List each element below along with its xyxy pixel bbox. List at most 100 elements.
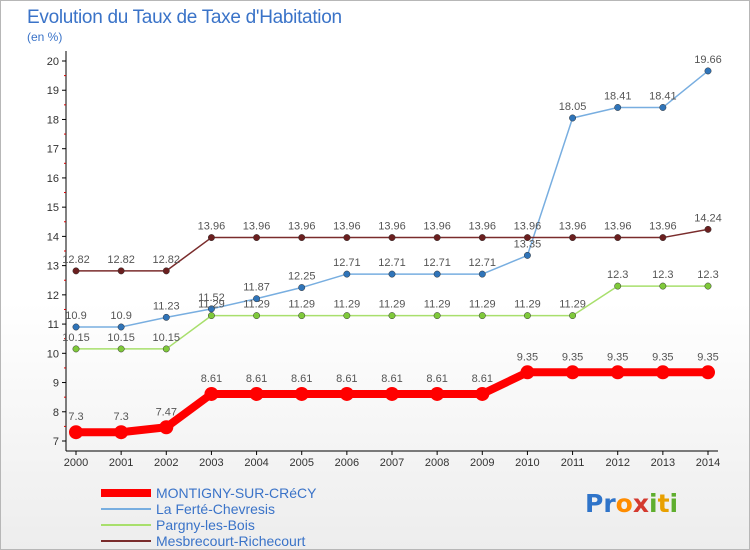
x-tick-label: 2009 (470, 457, 494, 469)
legend-label: Pargny-les-Bois (156, 517, 255, 533)
data-point (388, 234, 396, 242)
y-tick-label: 17 (47, 144, 59, 156)
y-tick-label: 19 (47, 85, 59, 97)
data-point (249, 386, 264, 401)
data-point (117, 267, 125, 275)
data-label: 9.35 (517, 351, 538, 363)
data-label: 8.61 (426, 373, 447, 385)
data-label: 8.61 (246, 373, 267, 385)
x-tick-label: 2003 (199, 457, 223, 469)
x-tick-label: 2000 (64, 457, 88, 469)
data-point (701, 365, 715, 380)
data-point (610, 365, 625, 380)
data-point (704, 225, 712, 233)
data-label: 11.87 (243, 282, 270, 294)
data-label: 11.29 (559, 299, 586, 311)
data-point (614, 234, 622, 242)
data-point (614, 104, 622, 111)
data-point (478, 270, 486, 278)
data-label: 13.96 (423, 221, 451, 233)
data-point (343, 270, 351, 278)
data-point (523, 251, 531, 259)
y-tick-label: 8 (53, 407, 59, 419)
data-point (207, 312, 215, 320)
data-point (655, 365, 670, 380)
data-label: 13.96 (559, 221, 587, 233)
data-point (523, 312, 531, 320)
y-tick-label: 7 (53, 436, 59, 448)
legend-label: Mesbrecourt-Richecourt (156, 533, 306, 549)
x-tick-label: 2006 (335, 457, 359, 469)
data-label: 12.71 (378, 257, 406, 269)
x-tick-label: 2010 (515, 457, 539, 469)
data-point (433, 270, 441, 278)
data-point (72, 267, 80, 275)
data-point (294, 386, 309, 401)
data-label: 9.35 (562, 351, 583, 363)
data-label: 13.96 (649, 221, 677, 233)
data-point (72, 323, 80, 331)
data-point (704, 67, 712, 75)
data-point (388, 312, 396, 320)
data-label: 11.29 (198, 299, 225, 311)
logo-letter: i (669, 489, 679, 518)
data-label: 11.52 (198, 292, 225, 304)
data-point (569, 312, 577, 320)
data-label: 12.82 (62, 254, 90, 266)
x-tick-label: 2013 (651, 457, 675, 469)
data-point (298, 284, 306, 291)
data-label: 8.61 (201, 373, 222, 385)
data-label: 18.41 (604, 90, 632, 102)
data-point (204, 386, 219, 401)
data-label: 13.35 (514, 238, 542, 250)
data-label: 10.9 (65, 310, 86, 322)
data-point (385, 386, 399, 401)
data-point (117, 345, 125, 353)
data-point (162, 267, 170, 275)
data-point (433, 234, 441, 242)
data-point (430, 386, 445, 401)
legend-label: La Ferté-Chevresis (156, 501, 276, 517)
data-label: 11.29 (333, 299, 360, 311)
data-label: 10.15 (62, 332, 90, 344)
data-label: 12.71 (333, 257, 361, 269)
y-tick-label: 10 (47, 348, 59, 360)
data-label: 11.23 (153, 300, 180, 312)
data-label: 13.96 (469, 221, 497, 233)
data-label: 12.3 (652, 269, 673, 281)
data-point (659, 234, 667, 242)
data-point (659, 282, 667, 290)
legend-swatch (101, 540, 151, 542)
data-point (298, 312, 306, 320)
data-label: 7.3 (113, 411, 128, 423)
data-point (114, 425, 129, 440)
data-label: 11.29 (243, 299, 270, 311)
data-label: 8.61 (336, 373, 357, 385)
data-point (253, 295, 261, 303)
y-tick-label: 9 (53, 378, 59, 390)
data-point (343, 234, 351, 242)
data-point (339, 386, 354, 401)
y-tick-label: 13 (47, 261, 59, 273)
data-label: 8.61 (472, 373, 493, 385)
data-label: 12.25 (288, 271, 316, 283)
data-point (253, 234, 261, 242)
y-tick-label: 14 (47, 231, 59, 243)
data-label: 13.96 (243, 221, 271, 233)
data-label: 13.96 (378, 221, 406, 233)
data-label: 10.15 (153, 332, 181, 344)
y-tick-label: 12 (47, 290, 59, 302)
y-tick-label: 18 (47, 114, 59, 126)
data-label: 19.66 (694, 54, 722, 66)
data-label: 8.61 (381, 373, 402, 385)
data-label: 9.35 (607, 351, 628, 363)
data-label: 11.29 (514, 299, 541, 311)
logo-letter: x (632, 489, 649, 518)
chart-title: Evolution du Taux de Taxe d'Habitation (27, 7, 342, 28)
data-point (433, 312, 441, 320)
logo-letter: i (649, 489, 658, 518)
chart-unit-label: (en %) (27, 30, 63, 44)
x-tick-label: 2001 (109, 457, 133, 469)
data-label: 10.9 (110, 310, 131, 322)
x-tick-label: 2005 (289, 457, 313, 469)
